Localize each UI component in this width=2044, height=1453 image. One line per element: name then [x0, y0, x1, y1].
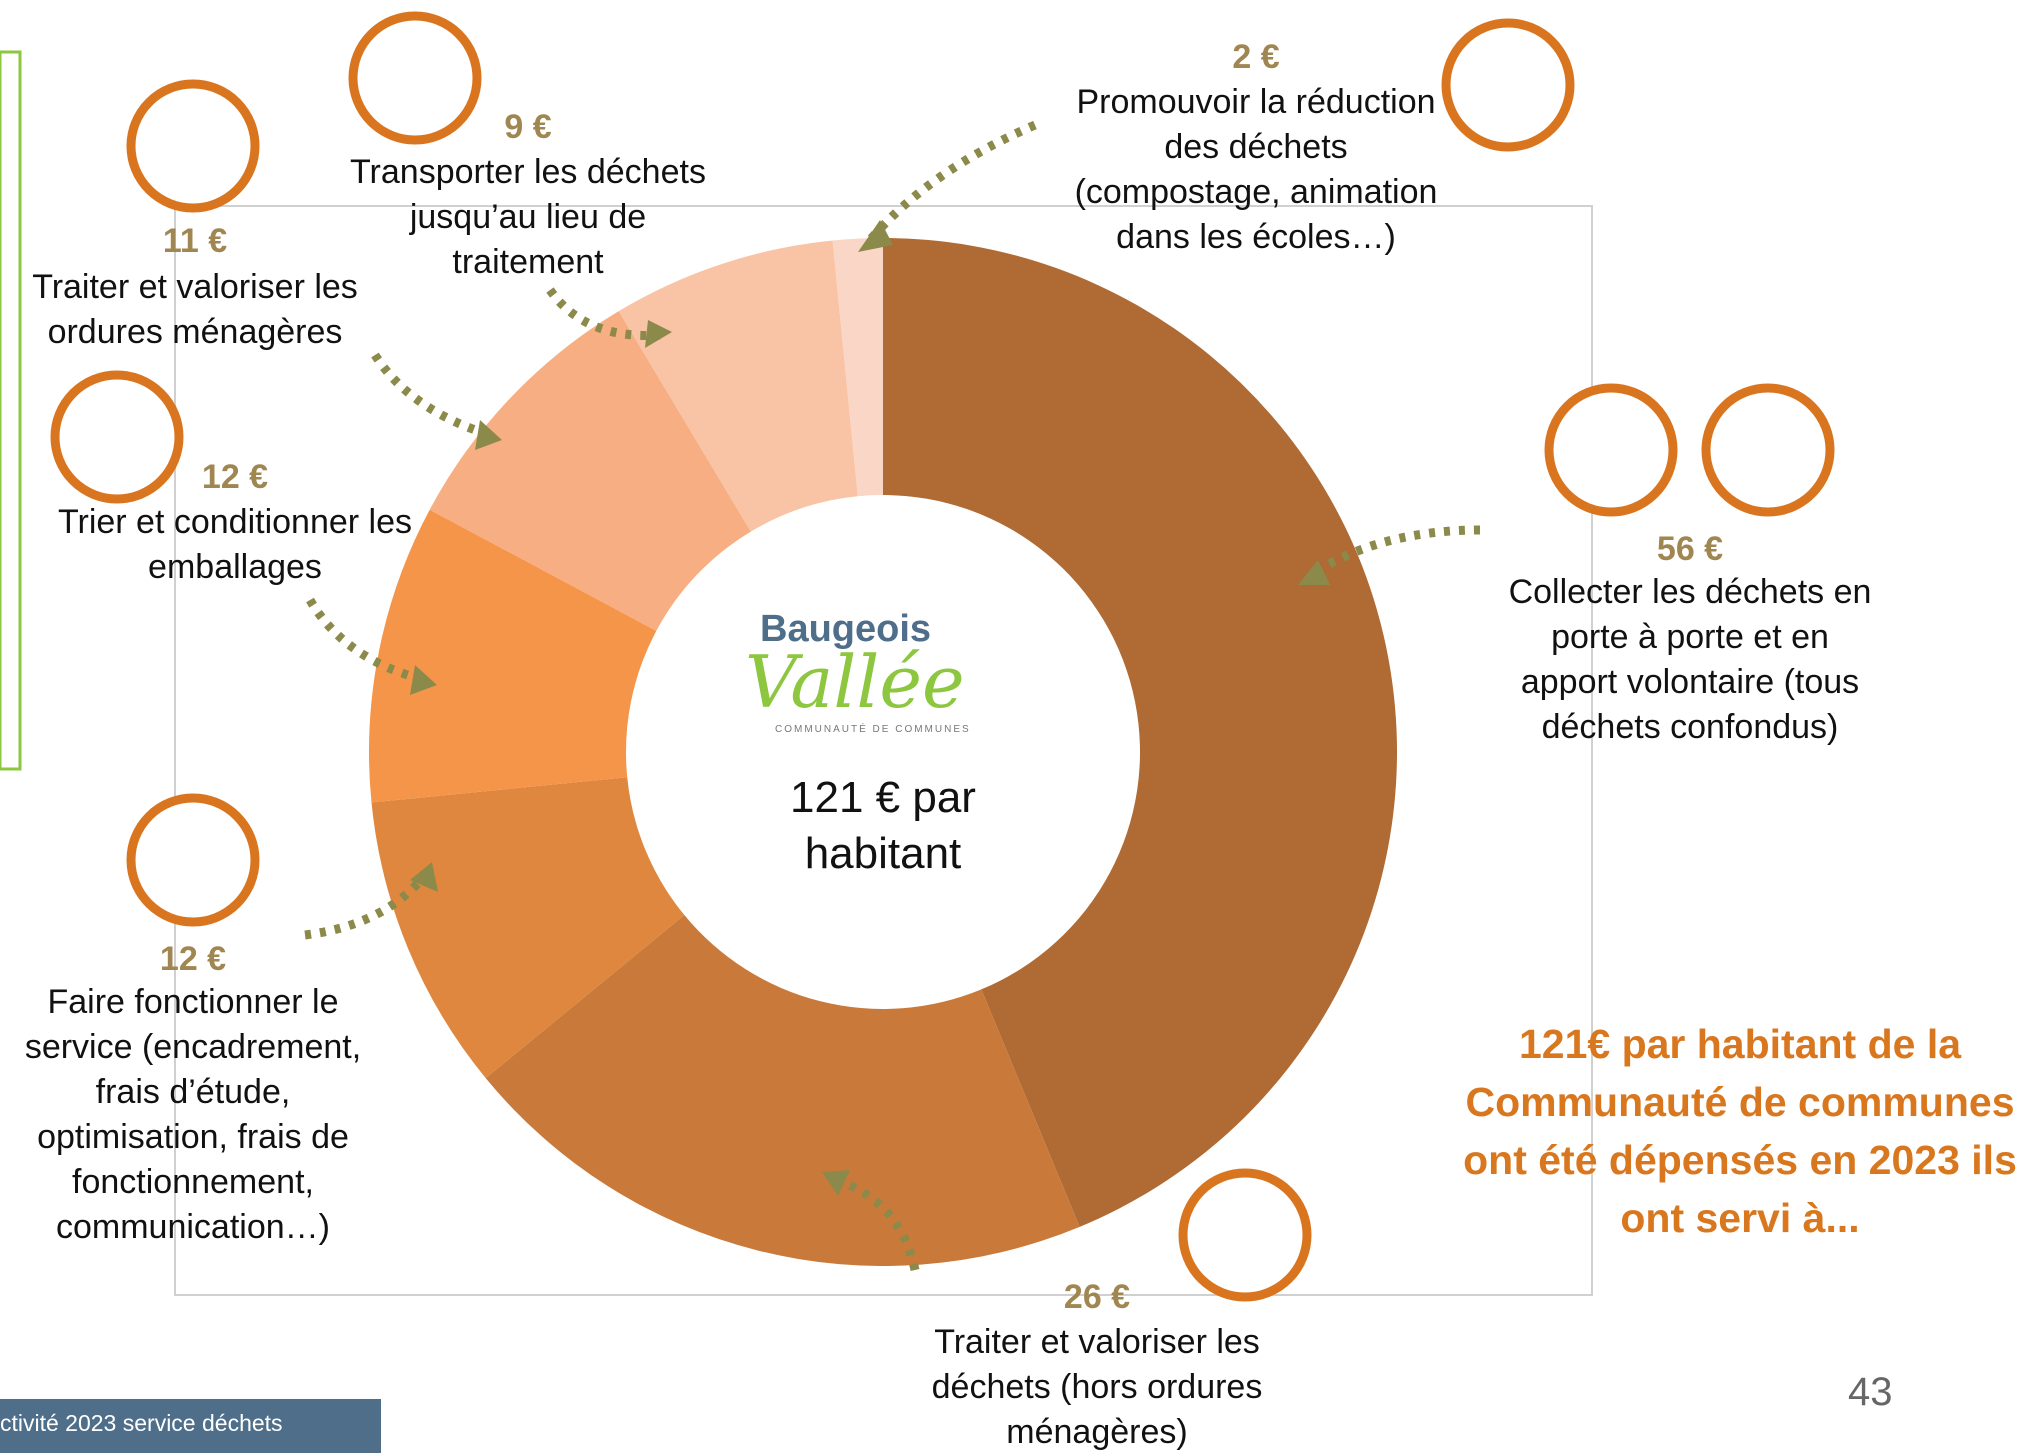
arrowheads — [410, 220, 1330, 1196]
donut-slice — [485, 915, 1080, 1266]
center-text: 121 € par habitant — [790, 773, 976, 878]
arrows — [304, 120, 1481, 1271]
category-label: Promouvoir la réduction des déchets (com… — [1074, 83, 1438, 256]
footer-bar — [0, 1399, 381, 1453]
category-label: Traiter et valoriser les ordures ménagèr… — [32, 268, 358, 351]
accent-bar — [0, 50, 22, 771]
frame — [174, 205, 1593, 1296]
logo-tagline: COMMUNAUTÉ DE COMMUNES — [775, 724, 971, 735]
logo-script: Vallée — [745, 640, 965, 724]
value-label: 9 € — [504, 108, 552, 146]
category-label: Traiter et valoriser les déchets (hors o… — [931, 1323, 1263, 1451]
donut-slice — [883, 238, 1397, 1227]
value-label: 2 € — [1232, 38, 1280, 76]
value-label: 12 € — [201, 458, 269, 496]
category-label: Transporter les déchets jusqu’au lieu de… — [350, 153, 706, 281]
value-label: 11 € — [162, 222, 228, 260]
logo-name: Baugeois — [760, 608, 932, 650]
value-label: 56 € — [1656, 530, 1724, 568]
donut-slice — [371, 777, 685, 1079]
icons — [50, 11, 1835, 1302]
summary: 121€ par habitant de la Communauté de co… — [1463, 1021, 2017, 1241]
donut — [369, 238, 1397, 1266]
donut-slice — [369, 509, 657, 803]
value-label: 26 € — [1063, 1278, 1131, 1316]
donut-slice — [618, 240, 858, 532]
page-number: 43 — [1848, 1370, 1893, 1414]
donut-slice — [832, 238, 883, 497]
donut-slice — [429, 311, 751, 631]
category-label: Collecter les déchets en porte à porte e… — [1508, 573, 1872, 746]
category-label: Trier et conditionner les emballages — [57, 503, 412, 586]
category-label: Faire fonctionner le service (encadremen… — [24, 983, 362, 1246]
value-label: 12 € — [159, 940, 227, 978]
footer: ctivité 2023 service déchets — [0, 1410, 283, 1436]
